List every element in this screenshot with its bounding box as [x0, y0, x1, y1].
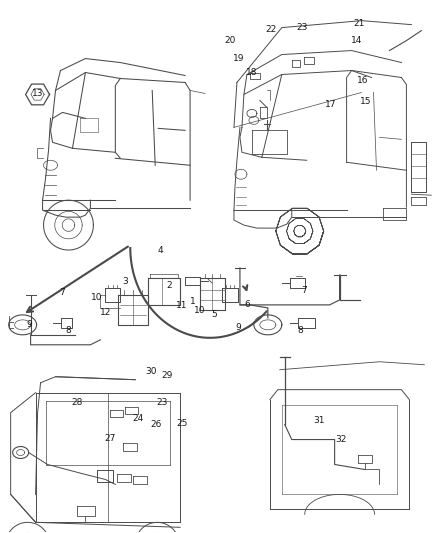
- Text: 13: 13: [32, 89, 43, 98]
- Text: 1: 1: [190, 296, 196, 305]
- Text: 3: 3: [122, 277, 128, 286]
- Text: 18: 18: [246, 68, 258, 77]
- Text: 22: 22: [266, 26, 277, 35]
- Text: 31: 31: [314, 416, 325, 425]
- Text: 10: 10: [194, 306, 205, 315]
- Text: 27: 27: [104, 434, 116, 443]
- Text: 19: 19: [233, 54, 244, 62]
- Text: 26: 26: [150, 420, 161, 429]
- Text: 10: 10: [91, 293, 102, 302]
- Text: 21: 21: [353, 19, 364, 28]
- Text: 23: 23: [156, 398, 168, 407]
- Text: 29: 29: [161, 371, 172, 380]
- Text: 7: 7: [301, 286, 307, 295]
- Text: 20: 20: [224, 36, 236, 45]
- Text: 23: 23: [296, 23, 307, 32]
- Text: 32: 32: [336, 435, 347, 444]
- Text: 7: 7: [59, 287, 65, 296]
- Text: 11: 11: [176, 301, 187, 310]
- Text: 8: 8: [66, 326, 71, 335]
- Text: 30: 30: [145, 367, 157, 376]
- Text: 8: 8: [297, 326, 303, 335]
- Text: 16: 16: [357, 76, 369, 85]
- Text: 9: 9: [26, 320, 32, 329]
- Text: 28: 28: [71, 398, 83, 407]
- Text: 14: 14: [351, 36, 362, 45]
- Text: 5: 5: [212, 310, 218, 319]
- Text: 9: 9: [236, 323, 241, 332]
- Text: 6: 6: [244, 300, 250, 309]
- Text: 15: 15: [360, 97, 371, 106]
- Text: 17: 17: [325, 100, 336, 109]
- Text: 2: 2: [166, 280, 172, 289]
- Text: 24: 24: [133, 414, 144, 423]
- Text: 25: 25: [176, 419, 187, 428]
- Text: 12: 12: [100, 308, 111, 317]
- Text: 4: 4: [157, 246, 163, 255]
